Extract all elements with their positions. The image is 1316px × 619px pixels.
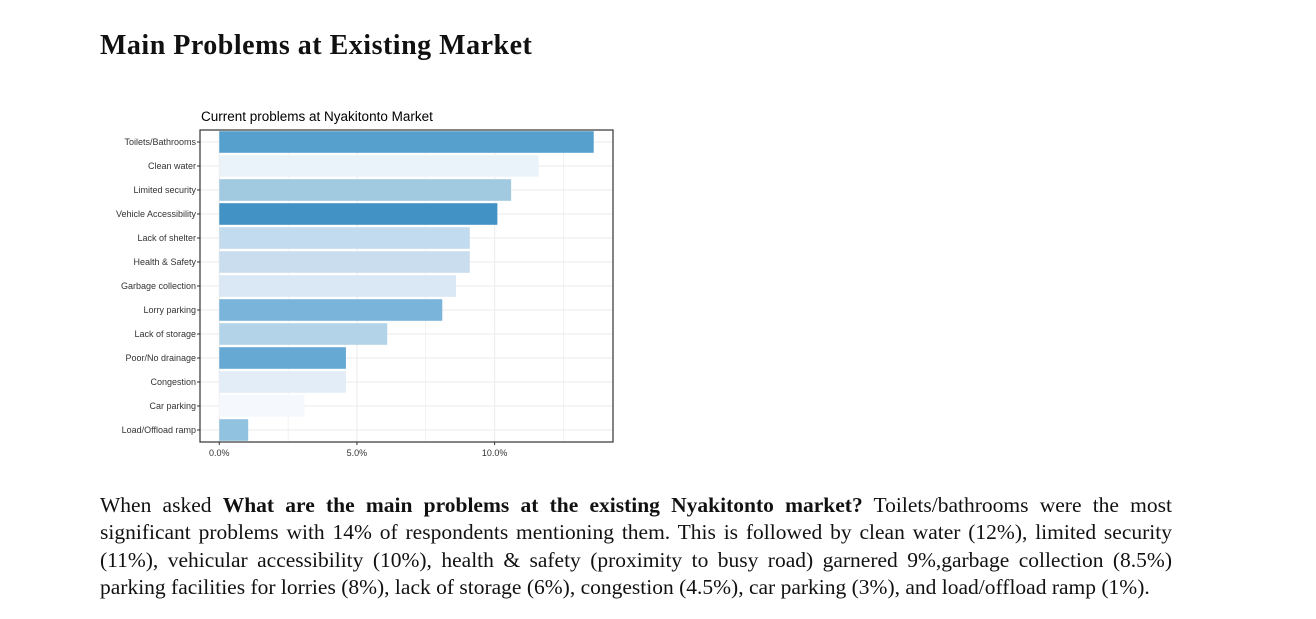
- plot-panel-border: [199, 129, 614, 443]
- y-tick-label: Car parking: [149, 401, 196, 411]
- y-tick-label: Vehicle Accessibility: [116, 209, 197, 219]
- bar: [219, 419, 249, 441]
- y-tick-label: Limited security: [133, 185, 196, 195]
- paragraph-body: Toilets/bathrooms were the most signific…: [100, 493, 1172, 599]
- bar: [219, 275, 457, 297]
- y-tick-label: Lack of shelter: [137, 233, 196, 243]
- bar: [219, 395, 305, 417]
- bar: [219, 203, 498, 225]
- chart-title: Current problems at Nyakitonto Market: [201, 109, 433, 124]
- paragraph-lead: When asked: [100, 493, 223, 517]
- x-tick-label: 5.0%: [347, 448, 368, 458]
- bar: [219, 371, 346, 393]
- y-tick-label: Health & Safety: [133, 257, 196, 267]
- bar-chart: Current problems at Nyakitonto Market To…: [116, 109, 614, 458]
- bar: [219, 299, 443, 321]
- bar: [219, 155, 539, 177]
- y-tick-label: Lorry parking: [143, 305, 196, 315]
- section-heading: Main Problems at Existing Market: [100, 30, 533, 61]
- x-tick-label: 0.0%: [209, 448, 230, 458]
- y-tick-label: Clean water: [148, 161, 196, 171]
- bar: [219, 131, 594, 153]
- x-tick-label: 10.0%: [482, 448, 508, 458]
- y-tick-label: Toilets/Bathrooms: [124, 137, 196, 147]
- bar: [219, 251, 470, 273]
- bar: [219, 179, 512, 201]
- y-tick-label: Garbage collection: [121, 281, 196, 291]
- y-tick-label: Congestion: [150, 377, 196, 387]
- body-paragraph: When asked What are the main problems at…: [100, 492, 1172, 601]
- paragraph-question: What are the main problems at the existi…: [222, 493, 863, 517]
- y-tick-label: Lack of storage: [134, 329, 196, 339]
- y-tick-label: Load/Offload ramp: [122, 425, 196, 435]
- bar: [219, 323, 388, 345]
- bar: [219, 227, 470, 249]
- y-tick-label: Poor/No drainage: [125, 353, 196, 363]
- bar: [219, 347, 346, 369]
